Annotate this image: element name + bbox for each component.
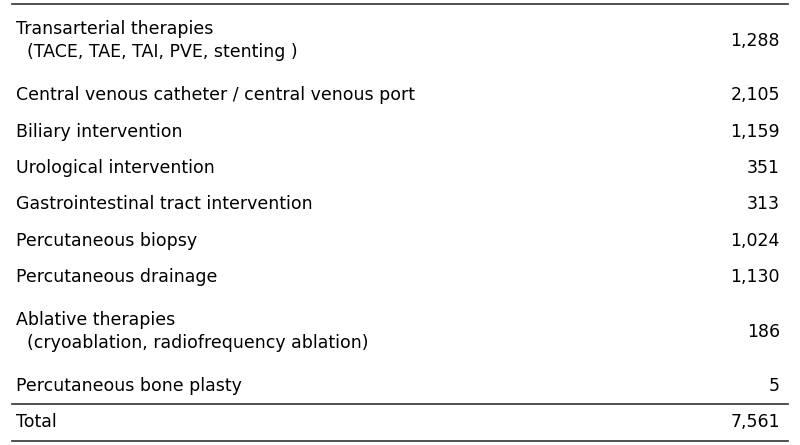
Text: Urological intervention: Urological intervention bbox=[16, 159, 214, 177]
Text: Percutaneous biopsy: Percutaneous biopsy bbox=[16, 232, 197, 250]
Text: Biliary intervention: Biliary intervention bbox=[16, 123, 182, 141]
Text: 1,024: 1,024 bbox=[730, 232, 780, 250]
Text: 5: 5 bbox=[769, 377, 780, 395]
Text: Percutaneous drainage: Percutaneous drainage bbox=[16, 268, 218, 286]
Text: 351: 351 bbox=[747, 159, 780, 177]
Text: 1,288: 1,288 bbox=[730, 32, 780, 50]
Text: Total: Total bbox=[16, 413, 57, 431]
Text: Ablative therapies
  (cryoablation, radiofrequency ablation): Ablative therapies (cryoablation, radiof… bbox=[16, 311, 369, 352]
Text: Gastrointestinal tract intervention: Gastrointestinal tract intervention bbox=[16, 195, 313, 213]
Text: 313: 313 bbox=[747, 195, 780, 213]
Text: 1,159: 1,159 bbox=[730, 123, 780, 141]
Text: Percutaneous bone plasty: Percutaneous bone plasty bbox=[16, 377, 242, 395]
Text: 2,105: 2,105 bbox=[730, 86, 780, 104]
Text: Transarterial therapies
  (TACE, TAE, TAI, PVE, stenting ): Transarterial therapies (TACE, TAE, TAI,… bbox=[16, 20, 298, 61]
Text: Central venous catheter / central venous port: Central venous catheter / central venous… bbox=[16, 86, 415, 104]
Text: 7,561: 7,561 bbox=[730, 413, 780, 431]
Text: 186: 186 bbox=[747, 323, 780, 340]
Text: 1,130: 1,130 bbox=[730, 268, 780, 286]
